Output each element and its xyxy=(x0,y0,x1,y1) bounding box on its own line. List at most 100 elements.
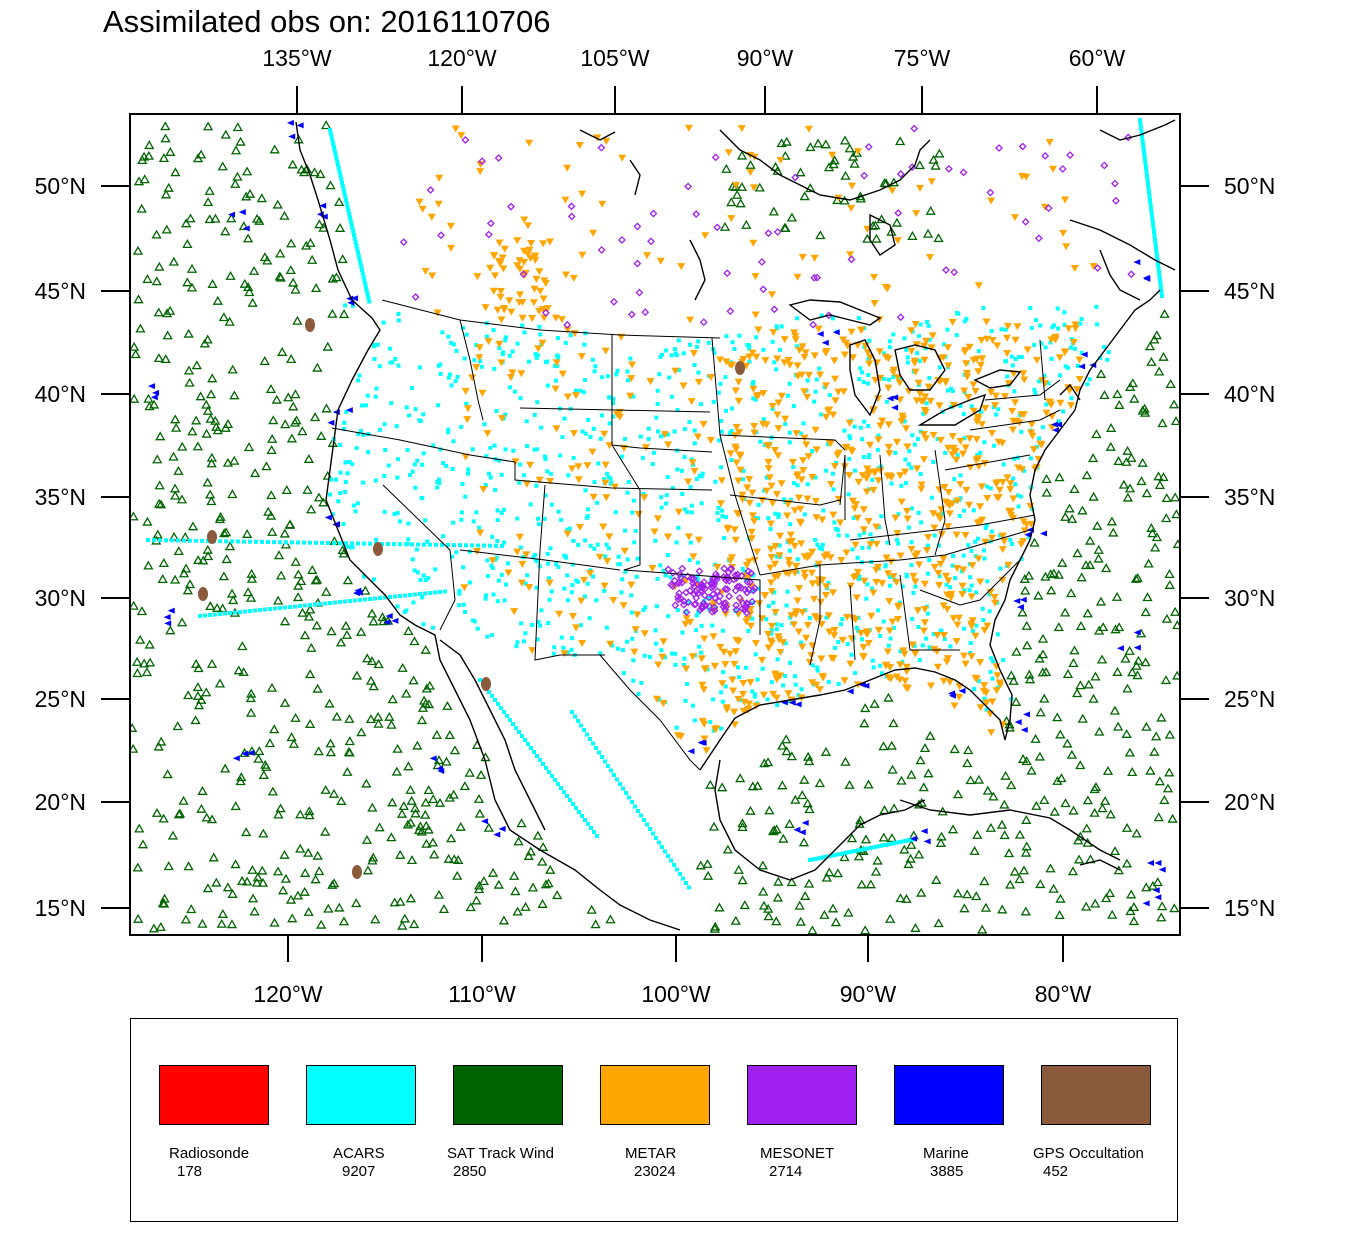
obs-marker xyxy=(824,407,833,415)
obs-marker xyxy=(153,498,165,508)
obs-marker xyxy=(763,911,774,921)
obs-marker xyxy=(641,607,646,612)
obs-marker xyxy=(724,574,733,582)
obs-marker xyxy=(899,844,910,854)
obs-marker xyxy=(769,690,778,698)
obs-marker xyxy=(1154,366,1165,376)
obs-marker xyxy=(549,589,554,594)
obs-marker xyxy=(758,900,770,910)
obs-marker xyxy=(798,253,807,261)
obs-marker xyxy=(851,515,856,520)
obs-marker xyxy=(496,578,501,583)
obs-marker xyxy=(133,294,144,304)
obs-marker xyxy=(387,797,398,807)
obs-marker xyxy=(810,663,815,668)
obs-marker xyxy=(579,723,583,728)
obs-marker xyxy=(640,494,649,502)
obs-marker xyxy=(804,804,815,814)
obs-marker xyxy=(183,328,194,338)
obs-marker xyxy=(350,462,355,467)
obs-marker xyxy=(1037,667,1048,677)
obs-marker xyxy=(713,223,722,232)
obs-marker xyxy=(700,735,709,743)
obs-marker xyxy=(416,826,427,836)
obs-marker xyxy=(1127,667,1138,677)
obs-marker xyxy=(735,594,744,602)
obs-marker xyxy=(1154,776,1165,786)
obs-marker xyxy=(686,586,694,595)
obs-marker xyxy=(726,650,735,658)
obs-marker xyxy=(539,342,544,347)
obs-marker xyxy=(1053,569,1064,579)
obs-marker xyxy=(802,512,807,517)
obs-marker xyxy=(839,195,850,205)
obs-marker xyxy=(911,578,920,586)
obs-marker xyxy=(363,282,368,286)
obs-marker xyxy=(603,557,612,565)
obs-marker xyxy=(936,560,945,568)
obs-marker xyxy=(545,359,550,364)
obs-marker xyxy=(411,293,420,301)
obs-marker xyxy=(726,307,735,316)
obs-marker xyxy=(902,419,907,424)
obs-marker xyxy=(406,537,411,542)
obs-marker xyxy=(272,199,283,209)
obs-marker xyxy=(853,148,862,156)
legend-count: 3885 xyxy=(930,1163,964,1180)
obs-marker xyxy=(451,342,456,347)
obs-marker xyxy=(824,311,833,320)
obs-marker xyxy=(339,177,344,181)
obs-marker xyxy=(857,533,862,538)
obs-marker xyxy=(188,538,192,543)
obs-marker xyxy=(312,362,323,372)
obs-marker xyxy=(896,661,905,669)
obs-marker xyxy=(534,483,539,488)
obs-marker xyxy=(941,572,950,580)
obs-marker xyxy=(742,608,751,617)
obs-marker xyxy=(545,561,550,566)
obs-marker xyxy=(986,188,995,197)
obs-marker xyxy=(499,305,508,313)
obs-marker xyxy=(1088,693,1099,703)
obs-marker xyxy=(688,540,693,545)
obs-marker xyxy=(1017,607,1028,617)
obs-marker xyxy=(1148,202,1153,206)
obs-marker xyxy=(158,538,162,543)
obs-marker xyxy=(474,808,485,818)
obs-marker xyxy=(790,507,799,515)
obs-marker xyxy=(718,680,727,688)
obs-marker xyxy=(863,779,874,789)
obs-marker xyxy=(545,383,550,388)
obs-marker xyxy=(286,354,297,363)
obs-marker xyxy=(1105,357,1110,362)
obs-marker xyxy=(976,503,985,511)
legend-count: 9207 xyxy=(342,1163,376,1180)
obs-marker xyxy=(537,899,548,908)
obs-marker xyxy=(669,651,674,656)
obs-marker xyxy=(829,411,838,419)
obs-marker xyxy=(767,637,776,645)
obs-marker xyxy=(669,858,673,863)
obs-marker xyxy=(224,541,236,551)
legend-label: Radiosonde xyxy=(169,1145,250,1162)
obs-marker xyxy=(667,580,676,589)
obs-marker xyxy=(397,920,408,930)
obs-marker xyxy=(1039,693,1050,703)
obs-marker xyxy=(935,581,944,589)
obs-marker xyxy=(340,180,344,185)
obs-marker xyxy=(799,191,810,201)
obs-marker xyxy=(1069,484,1080,494)
obs-marker xyxy=(506,373,515,381)
obs-marker xyxy=(152,538,156,543)
obs-marker xyxy=(697,604,706,613)
obs-marker xyxy=(998,532,1007,540)
obs-marker xyxy=(924,533,933,541)
obs-marker xyxy=(503,338,508,343)
obs-marker xyxy=(172,721,183,731)
obs-marker xyxy=(795,916,806,926)
obs-marker xyxy=(360,403,365,408)
obs-marker xyxy=(463,405,472,413)
obs-marker xyxy=(721,163,732,173)
coastlines xyxy=(295,119,1176,931)
obs-marker xyxy=(650,462,655,467)
